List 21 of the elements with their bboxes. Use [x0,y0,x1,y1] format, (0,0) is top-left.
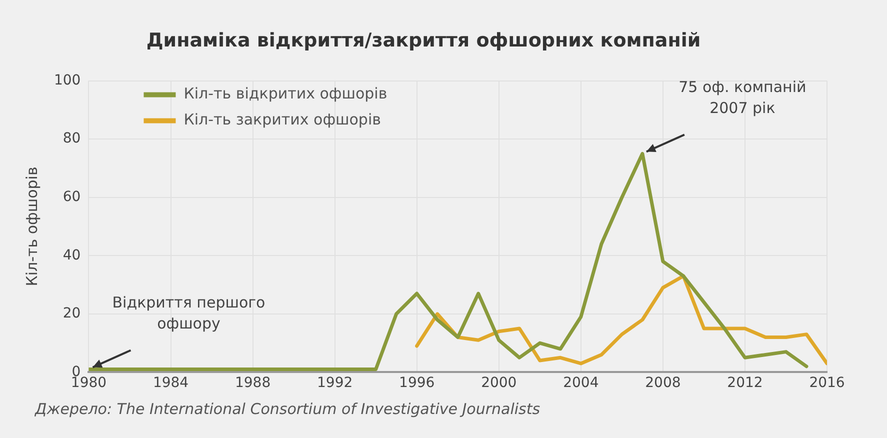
y-tick-label: 20 [62,306,81,322]
x-tick-label: 1992 [316,375,353,392]
annotation: 75 оф. компаній 2007 рік [678,78,806,118]
annotation: Відкриття першого офшору [112,294,266,333]
x-tick-label: 1984 [152,375,189,392]
x-tick-label: 2000 [481,375,517,392]
y-axis-title: Кіл-ть офшорів [22,166,41,286]
legend-label: Кіл-ть закритих офшорів [184,110,381,129]
x-tick-label: 1988 [234,375,271,392]
x-tick-label: 2004 [563,375,599,392]
text: Джерело: The International Consortium of Investigative Journalists [35,400,540,418]
x-tick-label: 1996 [399,375,435,392]
y-tick-label: 60 [62,189,81,205]
x-tick-label: 2016 [809,375,845,392]
y-tick-label: 40 [62,247,81,264]
chart-title: Динаміка відкриття/закриття офшорних компаній [146,29,701,52]
y-tick-label: 80 [62,130,81,147]
x-tick-label: 2008 [645,375,681,392]
x-tick-label: 2012 [727,375,763,392]
y-tick-label: 100 [54,72,81,88]
legend-label: Кіл-ть відкритих офшорів [184,84,388,103]
